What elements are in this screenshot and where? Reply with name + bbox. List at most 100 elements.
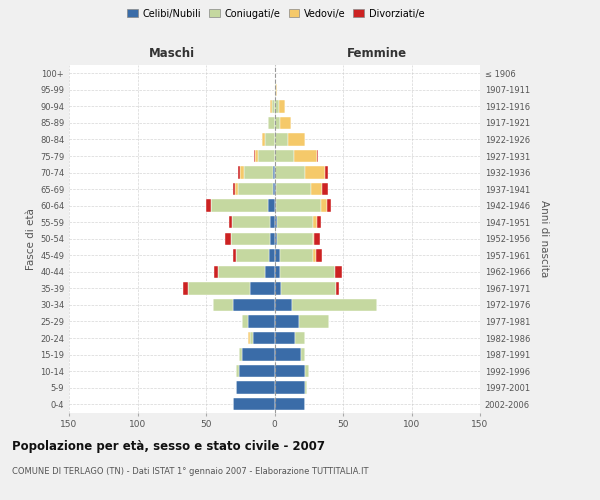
- Bar: [242, 316, 248, 328]
- Bar: [275, 298, 292, 311]
- Bar: [229, 216, 232, 228]
- Bar: [272, 100, 275, 112]
- Bar: [335, 266, 341, 278]
- Bar: [214, 266, 218, 278]
- Bar: [305, 365, 309, 378]
- Bar: [271, 232, 275, 245]
- Bar: [262, 134, 265, 145]
- Bar: [232, 216, 271, 228]
- Bar: [275, 249, 280, 262]
- Bar: [275, 150, 293, 162]
- Bar: [275, 84, 276, 96]
- Bar: [281, 282, 336, 294]
- Bar: [276, 84, 277, 96]
- Bar: [248, 316, 275, 328]
- Bar: [273, 183, 275, 196]
- Bar: [188, 282, 250, 294]
- Bar: [317, 216, 321, 228]
- Bar: [288, 134, 305, 145]
- Bar: [317, 150, 319, 162]
- Bar: [233, 183, 235, 196]
- Legend: Celibi/Nubili, Coniugati/e, Vedovi/e, Divorziati/e: Celibi/Nubili, Coniugati/e, Vedovi/e, Di…: [124, 5, 428, 22]
- Bar: [206, 200, 211, 212]
- Bar: [321, 200, 326, 212]
- Bar: [268, 116, 275, 129]
- Bar: [305, 166, 325, 179]
- Bar: [276, 200, 321, 212]
- Bar: [275, 398, 305, 410]
- Bar: [242, 348, 275, 361]
- Bar: [316, 249, 322, 262]
- Bar: [250, 332, 253, 344]
- Bar: [275, 116, 280, 129]
- Bar: [269, 249, 275, 262]
- Bar: [253, 332, 275, 344]
- Bar: [239, 348, 242, 361]
- Bar: [275, 183, 276, 196]
- Bar: [236, 382, 275, 394]
- Bar: [275, 382, 305, 394]
- Bar: [275, 282, 281, 294]
- Text: Maschi: Maschi: [149, 47, 195, 60]
- Bar: [275, 316, 299, 328]
- Bar: [233, 398, 275, 410]
- Bar: [271, 100, 272, 112]
- Bar: [275, 200, 276, 212]
- Bar: [211, 200, 268, 212]
- Bar: [295, 332, 305, 344]
- Y-axis label: Fasce di età: Fasce di età: [26, 208, 36, 270]
- Bar: [236, 365, 239, 378]
- Text: Femmine: Femmine: [347, 47, 407, 60]
- Bar: [218, 266, 265, 278]
- Bar: [239, 365, 275, 378]
- Bar: [280, 249, 313, 262]
- Bar: [275, 348, 301, 361]
- Bar: [322, 183, 328, 196]
- Bar: [265, 134, 275, 145]
- Bar: [213, 298, 233, 311]
- Bar: [313, 249, 316, 262]
- Bar: [325, 166, 328, 179]
- Bar: [277, 216, 313, 228]
- Bar: [258, 150, 275, 162]
- Bar: [314, 232, 320, 245]
- Bar: [273, 166, 275, 179]
- Bar: [275, 266, 280, 278]
- Bar: [248, 332, 250, 344]
- Bar: [275, 166, 305, 179]
- Bar: [276, 183, 311, 196]
- Bar: [311, 183, 322, 196]
- Bar: [275, 100, 278, 112]
- Bar: [277, 232, 313, 245]
- Bar: [313, 216, 317, 228]
- Text: COMUNE DI TERLAGO (TN) - Dati ISTAT 1° gennaio 2007 - Elaborazione TUTTITALIA.IT: COMUNE DI TERLAGO (TN) - Dati ISTAT 1° g…: [12, 468, 368, 476]
- Bar: [183, 282, 188, 294]
- Bar: [250, 282, 275, 294]
- Bar: [336, 282, 339, 294]
- Bar: [326, 200, 331, 212]
- Bar: [233, 298, 275, 311]
- Bar: [235, 183, 238, 196]
- Bar: [265, 266, 275, 278]
- Bar: [271, 216, 275, 228]
- Bar: [275, 134, 288, 145]
- Bar: [238, 166, 240, 179]
- Bar: [293, 150, 317, 162]
- Bar: [244, 166, 273, 179]
- Bar: [305, 382, 307, 394]
- Bar: [278, 100, 286, 112]
- Bar: [280, 266, 335, 278]
- Bar: [236, 249, 269, 262]
- Bar: [275, 332, 295, 344]
- Text: Popolazione per età, sesso e stato civile - 2007: Popolazione per età, sesso e stato civil…: [12, 440, 325, 453]
- Bar: [240, 166, 244, 179]
- Bar: [254, 150, 256, 162]
- Bar: [299, 316, 329, 328]
- Bar: [275, 365, 305, 378]
- Bar: [233, 249, 236, 262]
- Y-axis label: Anni di nascita: Anni di nascita: [539, 200, 548, 278]
- Bar: [275, 216, 277, 228]
- Bar: [230, 232, 271, 245]
- Bar: [313, 232, 314, 245]
- Bar: [301, 348, 305, 361]
